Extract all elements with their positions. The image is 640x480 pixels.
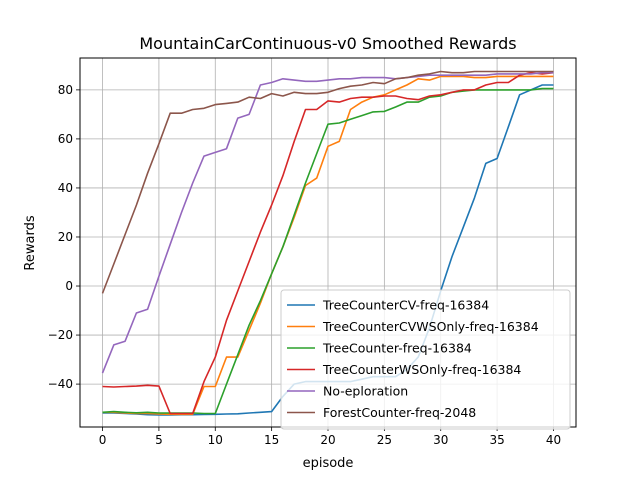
- x-tick-label: 15: [264, 433, 279, 447]
- chart-title: MountainCarContinuous-v0 Smoothed Reward…: [139, 34, 516, 53]
- series-line-5: [101, 71, 554, 374]
- legend-box: [280, 289, 571, 430]
- y-tick-label: −20: [48, 328, 73, 342]
- legend-label: TreeCounterWSOnly-freq-16384: [322, 362, 521, 377]
- legend-label: TreeCounterCVWSOnly-freq-16384: [322, 319, 539, 334]
- x-tick-label: 10: [208, 433, 223, 447]
- axis-ticks: 0 5 10 15 20 25 30 35 40 −40 −20 0 20 40 60 80: [48, 83, 561, 447]
- series-line-6: [101, 70, 554, 294]
- x-tick-label: 5: [155, 433, 163, 447]
- y-tick-label: 60: [58, 132, 73, 146]
- x-tick-label: 30: [433, 433, 448, 447]
- x-tick-label: 40: [546, 433, 561, 447]
- x-tick-label: 35: [489, 433, 504, 447]
- x-tick-label: 0: [99, 433, 107, 447]
- y-tick-label: 0: [65, 279, 73, 293]
- y-tick-label: 40: [58, 181, 73, 195]
- legend-label: TreeCounterCV-freq-16384: [322, 298, 489, 313]
- y-tick-label: −40: [48, 377, 73, 391]
- legend: TreeCounterCV-freq-16384 TreeCounterCVWSO…: [280, 289, 571, 430]
- legend-label: TreeCounter-freq-16384: [322, 341, 472, 356]
- x-axis-label: episode: [303, 456, 354, 471]
- x-tick-label: 25: [377, 433, 392, 447]
- x-tick-label: 20: [320, 433, 335, 447]
- legend-label: No-eploration: [323, 384, 408, 399]
- series-line-4: [102, 71, 554, 415]
- legend-label: ForestCounter-freq-2048: [323, 405, 476, 420]
- y-tick-label: 20: [58, 230, 73, 244]
- y-axis-label: Rewards: [23, 215, 38, 270]
- series-lines: [101, 70, 554, 416]
- y-tick-label: 80: [58, 83, 73, 97]
